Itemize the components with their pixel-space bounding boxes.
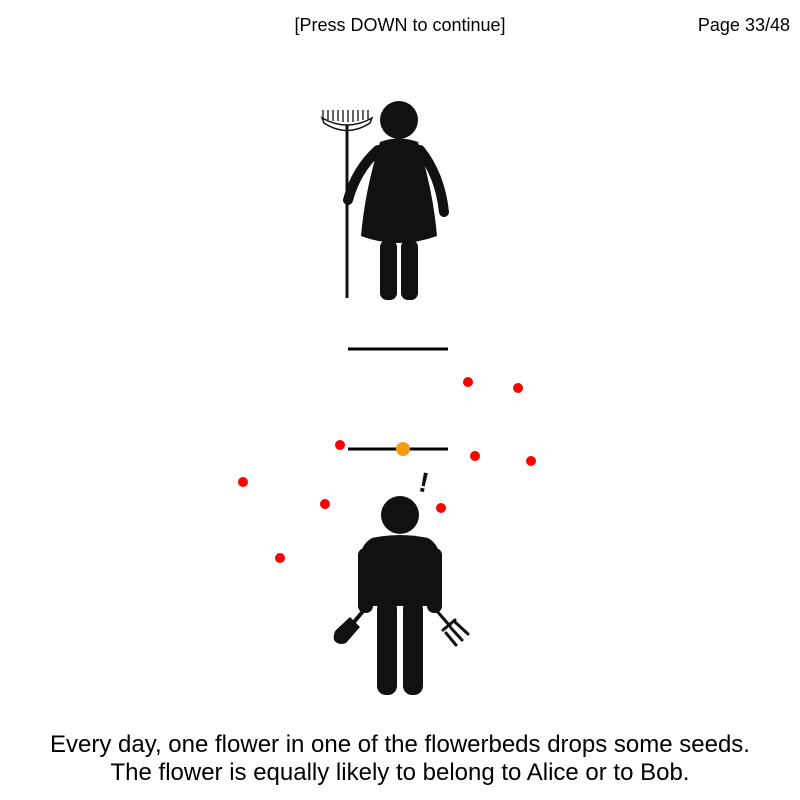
seed [463, 377, 473, 387]
dropping-flower [396, 442, 410, 456]
seed [320, 499, 330, 509]
alice-left-leg [380, 240, 397, 300]
bob-left-leg [377, 600, 397, 695]
alice-dress [361, 138, 437, 243]
alice-left-arm [343, 145, 383, 205]
seed [275, 553, 285, 563]
bob-torso [360, 535, 440, 606]
rake-tines [322, 110, 369, 122]
bob-right-leg [403, 600, 423, 695]
alice-head [380, 101, 418, 139]
bob-left-arm [358, 548, 373, 613]
caption-line-1: Every day, one flower in one of the flow… [50, 731, 750, 758]
seed [436, 503, 446, 513]
caption: Every day, one flower in one of the flow… [0, 731, 800, 787]
woman-with-rake-icon [320, 101, 449, 300]
trowel-icon [333, 608, 366, 644]
caption-line-2: The flower is equally likely to belong t… [110, 759, 690, 786]
bob-head [381, 496, 419, 534]
seed-group [238, 377, 536, 577]
page-counter: Page 33/48 [697, 15, 790, 35]
rake-head [320, 116, 374, 132]
alert-mark: ! [416, 466, 432, 498]
man-with-garden-tools-icon: ! [333, 466, 470, 695]
continue-hint: [Press DOWN to continue] [294, 15, 506, 35]
bob-right-arm [427, 548, 442, 613]
seed [470, 451, 480, 461]
seed [526, 456, 536, 466]
seed [335, 440, 345, 450]
seed [238, 477, 248, 487]
alice-right-leg [401, 240, 418, 300]
seed [513, 383, 523, 393]
garden-fork-icon [434, 608, 470, 647]
alice-right-arm [415, 145, 449, 217]
